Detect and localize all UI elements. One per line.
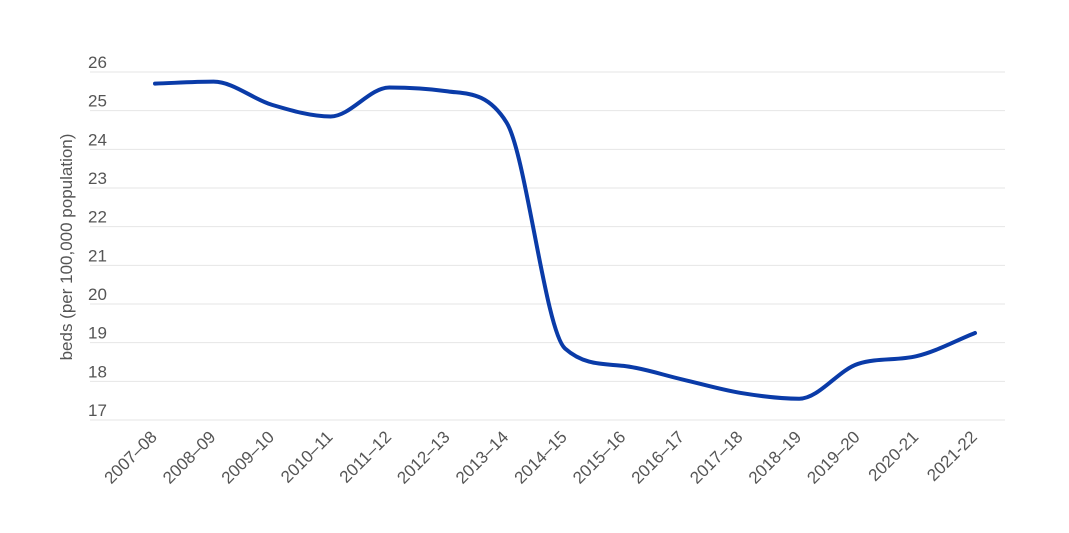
x-tick-label: 2019–20 — [803, 427, 863, 487]
x-tick-label: 2020-21 — [865, 427, 923, 485]
x-tick-label: 2015–16 — [569, 427, 629, 487]
x-tick-label: 2016–17 — [628, 427, 688, 487]
series-line — [153, 79, 977, 401]
x-tick-label: 2012–13 — [393, 427, 453, 487]
x-tick-label: 2009–10 — [218, 427, 278, 487]
x-tick-label: 2010–11 — [277, 427, 336, 486]
y-tick-label: 22 — [88, 208, 107, 227]
y-tick-label: 18 — [88, 362, 107, 381]
x-tick-label: 2017–18 — [686, 427, 746, 487]
y-gridlines — [90, 71, 1005, 421]
y-tick-label: 25 — [88, 92, 107, 111]
y-axis-title: beds (per 100,000 population) — [57, 134, 76, 361]
y-tick-label: 19 — [88, 324, 107, 343]
x-tick-label: 2021-22 — [923, 427, 981, 485]
y-tick-label: 17 — [88, 401, 107, 420]
x-tick-label: 2007–08 — [101, 427, 161, 487]
y-tick-label: 26 — [88, 53, 107, 72]
y-tick-labels: 17 18 19 20 21 22 23 24 25 26 — [88, 53, 107, 420]
x-tick-label: 2014–15 — [511, 427, 571, 487]
x-tick-label: 2008–09 — [159, 427, 219, 487]
y-tick-label: 24 — [88, 130, 107, 149]
y-tick-label: 20 — [88, 285, 107, 304]
x-tick-label: 2011–12 — [336, 427, 395, 486]
x-tick-label: 2013–14 — [452, 427, 512, 487]
y-tick-label: 23 — [88, 169, 107, 188]
y-tick-label: 21 — [88, 246, 107, 265]
x-tick-label: 2018–19 — [745, 427, 805, 487]
